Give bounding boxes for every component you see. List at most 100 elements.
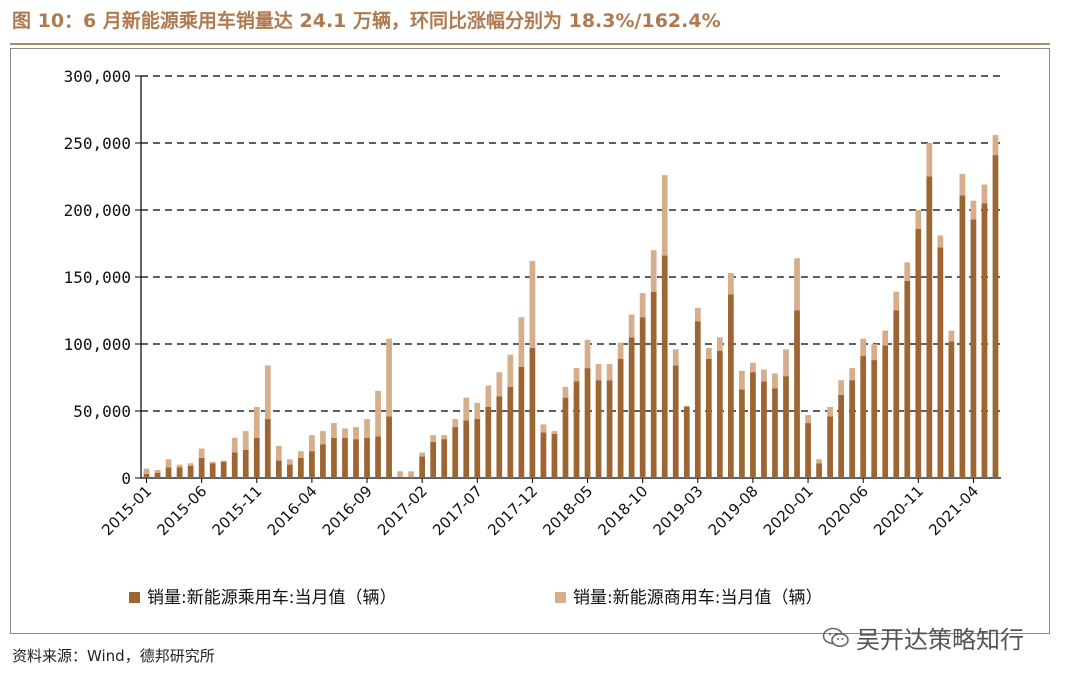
bar-commercial-2016-06 [331,423,337,438]
bar-passenger-2016-02 [286,464,293,478]
bar-commercial-2018-12 [661,175,668,256]
bar-passenger-2020-01 [805,423,811,478]
bar-commercial-2016-04 [309,435,315,452]
bar-passenger-2018-05 [584,368,591,478]
bar-commercial-2015-08 [220,460,227,462]
bar-commercial-2020-03 [827,406,833,417]
bar-commercial-2015-01 [143,468,150,474]
bar-commercial-2021-06 [992,134,999,156]
bar-commercial-2020-10 [904,262,911,282]
bar-commercial-2018-04 [573,368,580,382]
bar-passenger-2018-08 [617,358,624,478]
bar-commercial-2019-03 [694,307,701,322]
bar-commercial-2021-03 [959,173,966,196]
bar-commercial-2015-02 [154,469,161,473]
bar-passenger-2015-10 [242,449,249,478]
bar-passenger-2017-09 [496,396,503,478]
bar-passenger-2016-06 [331,437,337,478]
bar-chart: 2015-012015-062015-112016-042016-092017-… [64,67,1001,608]
y-tick-label: 200,000 [64,201,131,220]
bar-commercial-2015-04 [176,464,183,468]
bar-commercial-2017-03 [430,435,437,442]
y-axis-labels: 300,000 250,000 200,000 150,000 100,000 50,00… [64,67,131,488]
bar-commercial-2016-05 [320,431,326,445]
bar-commercial-2016-01 [275,445,282,461]
bar-passenger-2019-02 [683,406,690,478]
x-tick-label: 2017-12 [484,482,541,539]
y-tick-label: 100,000 [64,335,131,354]
bar-passenger-2016-05 [320,444,326,478]
bar-commercial-2019-07 [739,370,745,390]
bar-passenger-2020-08 [882,345,889,478]
x-tick-label: 2015-01 [98,482,155,539]
y-tick-label: 50,000 [73,402,131,421]
bar-commercial-2017-07 [474,402,481,420]
bar-commercial-2017-01 [408,471,414,477]
bar-passenger-2018-02 [551,433,558,478]
bar-commercial-2015-05 [187,463,194,466]
x-tick-label: 2016-09 [319,482,376,539]
bar-passenger-2015-06 [198,457,205,478]
bar-passenger-2019-01 [672,365,679,478]
bar-passenger-2019-06 [728,294,734,478]
bar-passenger-2019-05 [716,350,723,478]
bar-passenger-2017-05 [452,427,459,478]
bar-commercial-2018-06 [595,364,602,381]
bar-passenger-2017-04 [441,439,448,478]
bar-passenger-2016-03 [298,457,304,478]
bar-passenger-2019-12 [794,310,800,478]
bar-commercial-2016-12 [397,471,403,477]
bars [143,134,999,479]
bar-passenger-2020-03 [827,416,833,478]
bar-passenger-2016-09 [364,437,370,478]
bar-commercial-2018-03 [562,386,569,398]
bar-commercial-2017-09 [496,372,503,397]
source-note: 资料来源：Wind，德邦研究所 [12,647,215,665]
x-tick-label: 2018-05 [539,482,596,539]
bar-passenger-2019-07 [739,389,745,478]
bar-commercial-2017-02 [419,452,426,457]
bar-commercial-2016-07 [342,428,348,438]
bar-passenger-2020-12 [926,176,933,478]
bar-passenger-2016-07 [342,437,348,478]
bar-commercial-2016-09 [364,419,370,438]
bar-commercial-2020-11 [915,210,922,229]
bar-passenger-2017-01 [408,476,414,478]
bar-commercial-2015-03 [165,459,172,468]
bar-commercial-2019-09 [761,369,767,382]
bar-commercial-2020-09 [893,291,900,311]
bar-commercial-2018-11 [650,250,657,292]
watermark-text: 吴开达策略知行 [856,626,1024,654]
bar-passenger-2019-03 [694,321,701,478]
bar-commercial-2020-01 [805,415,811,424]
x-axis-labels: 2015-012015-062015-112016-042016-092017-… [98,478,982,539]
y-tick-label: 150,000 [64,268,131,287]
x-tick-label: 2019-03 [650,482,707,539]
bar-commercial-2021-01 [937,235,944,248]
bar-commercial-2021-02 [948,330,955,342]
bar-passenger-2015-03 [165,467,172,478]
bar-commercial-2017-05 [452,419,459,428]
bar-passenger-2019-11 [783,376,789,478]
bar-commercial-2016-11 [386,338,392,417]
bar-passenger-2017-10 [507,386,514,478]
bar-commercial-2015-09 [231,437,238,453]
bar-commercial-2018-07 [606,364,613,381]
bar-passenger-2015-04 [176,467,183,478]
grid-lines [135,75,1001,479]
bar-commercial-2019-08 [750,362,756,373]
bar-passenger-2015-08 [220,461,227,478]
x-tick-label: 2019-08 [705,482,762,539]
chart-frame: 2015-01 2015-06 2015-11 2016-04 2016-09 2017-… [10,48,1050,634]
legend-swatch-commercial [555,592,566,603]
bar-commercial-2018-01 [540,424,547,433]
y-tick-label: 300,000 [64,67,131,86]
bar-passenger-2016-08 [353,439,359,478]
bar-commercial-2019-11 [783,349,789,377]
bar-commercial-2018-09 [628,314,635,338]
bar-passenger-2020-09 [893,310,900,478]
bar-commercial-2020-12 [926,143,933,177]
y-tick-label: 0 [121,469,131,488]
x-tick-label: 2015-11 [209,482,266,539]
bar-passenger-2021-04 [970,219,977,478]
